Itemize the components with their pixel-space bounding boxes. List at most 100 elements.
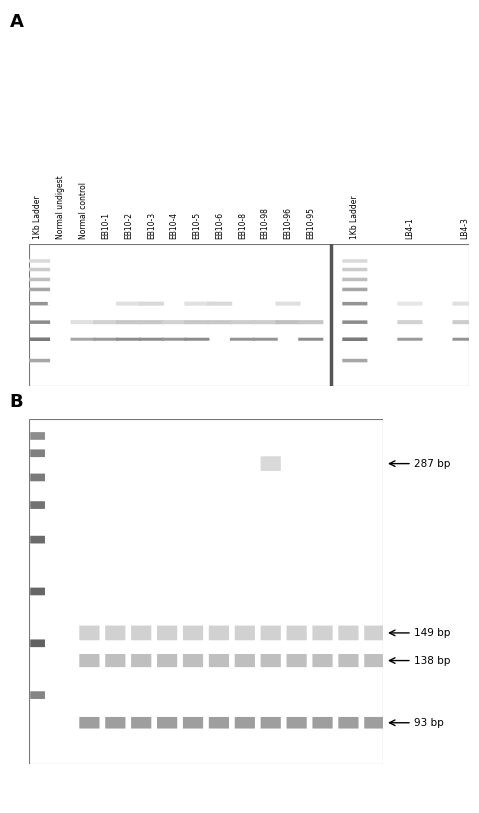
FancyBboxPatch shape (364, 625, 385, 641)
Text: Normal undigest: Normal undigest (56, 176, 65, 240)
FancyBboxPatch shape (131, 717, 151, 728)
FancyBboxPatch shape (453, 337, 478, 341)
FancyBboxPatch shape (80, 654, 100, 667)
FancyBboxPatch shape (342, 359, 367, 363)
FancyBboxPatch shape (184, 320, 209, 324)
FancyBboxPatch shape (25, 278, 50, 281)
FancyBboxPatch shape (398, 320, 422, 324)
FancyBboxPatch shape (25, 288, 50, 291)
FancyBboxPatch shape (312, 654, 332, 667)
FancyBboxPatch shape (93, 320, 118, 324)
Text: 1Kb Ladder: 1Kb Ladder (350, 196, 359, 240)
Text: EB10-2: EB10-2 (124, 212, 133, 240)
FancyBboxPatch shape (30, 588, 45, 595)
FancyBboxPatch shape (235, 654, 255, 667)
FancyBboxPatch shape (183, 625, 203, 641)
FancyBboxPatch shape (286, 654, 307, 667)
Text: EB10-4: EB10-4 (170, 212, 179, 240)
FancyBboxPatch shape (298, 337, 323, 341)
Text: Normal control: Normal control (79, 182, 88, 240)
FancyBboxPatch shape (453, 302, 478, 306)
FancyBboxPatch shape (25, 259, 50, 263)
FancyBboxPatch shape (80, 717, 100, 728)
FancyBboxPatch shape (25, 359, 50, 363)
FancyBboxPatch shape (25, 320, 50, 324)
FancyBboxPatch shape (338, 654, 359, 667)
FancyBboxPatch shape (25, 302, 50, 306)
FancyBboxPatch shape (30, 450, 45, 457)
FancyBboxPatch shape (30, 536, 45, 543)
Text: EB10-5: EB10-5 (193, 212, 202, 240)
FancyBboxPatch shape (342, 320, 367, 324)
FancyBboxPatch shape (157, 625, 177, 641)
FancyBboxPatch shape (338, 717, 359, 728)
FancyBboxPatch shape (93, 337, 118, 341)
Text: 287 bp: 287 bp (414, 459, 450, 468)
Text: EB10-95: EB10-95 (306, 207, 315, 240)
FancyBboxPatch shape (261, 625, 281, 641)
Text: EB10-3: EB10-3 (147, 212, 156, 240)
FancyBboxPatch shape (139, 337, 164, 341)
FancyBboxPatch shape (398, 302, 422, 306)
FancyBboxPatch shape (30, 474, 45, 481)
FancyBboxPatch shape (183, 654, 203, 667)
FancyBboxPatch shape (105, 625, 125, 641)
FancyBboxPatch shape (298, 320, 323, 324)
FancyBboxPatch shape (364, 654, 385, 667)
FancyBboxPatch shape (453, 320, 478, 324)
FancyBboxPatch shape (342, 288, 367, 291)
Text: 149 bp: 149 bp (414, 628, 450, 638)
FancyBboxPatch shape (80, 625, 100, 641)
Text: 138 bp: 138 bp (414, 655, 450, 666)
FancyBboxPatch shape (184, 302, 209, 306)
Text: EB10-98: EB10-98 (261, 207, 270, 240)
FancyBboxPatch shape (261, 456, 281, 471)
FancyBboxPatch shape (161, 320, 187, 324)
FancyBboxPatch shape (286, 717, 307, 728)
FancyBboxPatch shape (230, 320, 255, 324)
FancyBboxPatch shape (207, 320, 232, 324)
Text: EB10-1: EB10-1 (102, 212, 110, 240)
FancyBboxPatch shape (116, 337, 141, 341)
FancyBboxPatch shape (261, 654, 281, 667)
FancyBboxPatch shape (398, 337, 422, 341)
Text: EB10-6: EB10-6 (215, 212, 224, 240)
FancyBboxPatch shape (139, 302, 164, 306)
FancyBboxPatch shape (209, 654, 229, 667)
FancyBboxPatch shape (253, 320, 278, 324)
FancyBboxPatch shape (105, 654, 125, 667)
FancyBboxPatch shape (342, 278, 367, 281)
FancyBboxPatch shape (312, 625, 332, 641)
FancyBboxPatch shape (131, 654, 151, 667)
FancyBboxPatch shape (235, 625, 255, 641)
FancyBboxPatch shape (70, 337, 96, 341)
FancyBboxPatch shape (253, 337, 278, 341)
FancyBboxPatch shape (183, 717, 203, 728)
FancyBboxPatch shape (30, 433, 45, 440)
FancyBboxPatch shape (338, 625, 359, 641)
FancyBboxPatch shape (30, 640, 45, 647)
FancyBboxPatch shape (230, 337, 255, 341)
FancyBboxPatch shape (30, 691, 45, 699)
Text: LB4-3: LB4-3 (460, 218, 469, 240)
FancyBboxPatch shape (139, 320, 164, 324)
FancyBboxPatch shape (161, 337, 187, 341)
FancyBboxPatch shape (70, 320, 96, 324)
FancyBboxPatch shape (157, 717, 177, 728)
FancyBboxPatch shape (342, 259, 367, 263)
Text: A: A (10, 13, 23, 32)
Text: 93 bp: 93 bp (414, 718, 444, 728)
FancyBboxPatch shape (275, 302, 300, 306)
FancyBboxPatch shape (105, 717, 125, 728)
FancyBboxPatch shape (157, 654, 177, 667)
FancyBboxPatch shape (25, 267, 50, 272)
FancyBboxPatch shape (184, 337, 209, 341)
FancyBboxPatch shape (30, 502, 45, 509)
FancyBboxPatch shape (25, 337, 50, 341)
FancyBboxPatch shape (275, 320, 300, 324)
FancyBboxPatch shape (209, 717, 229, 728)
FancyBboxPatch shape (312, 717, 332, 728)
FancyBboxPatch shape (48, 302, 73, 306)
FancyBboxPatch shape (364, 717, 385, 728)
Text: 1Kb Ladder: 1Kb Ladder (33, 196, 42, 240)
